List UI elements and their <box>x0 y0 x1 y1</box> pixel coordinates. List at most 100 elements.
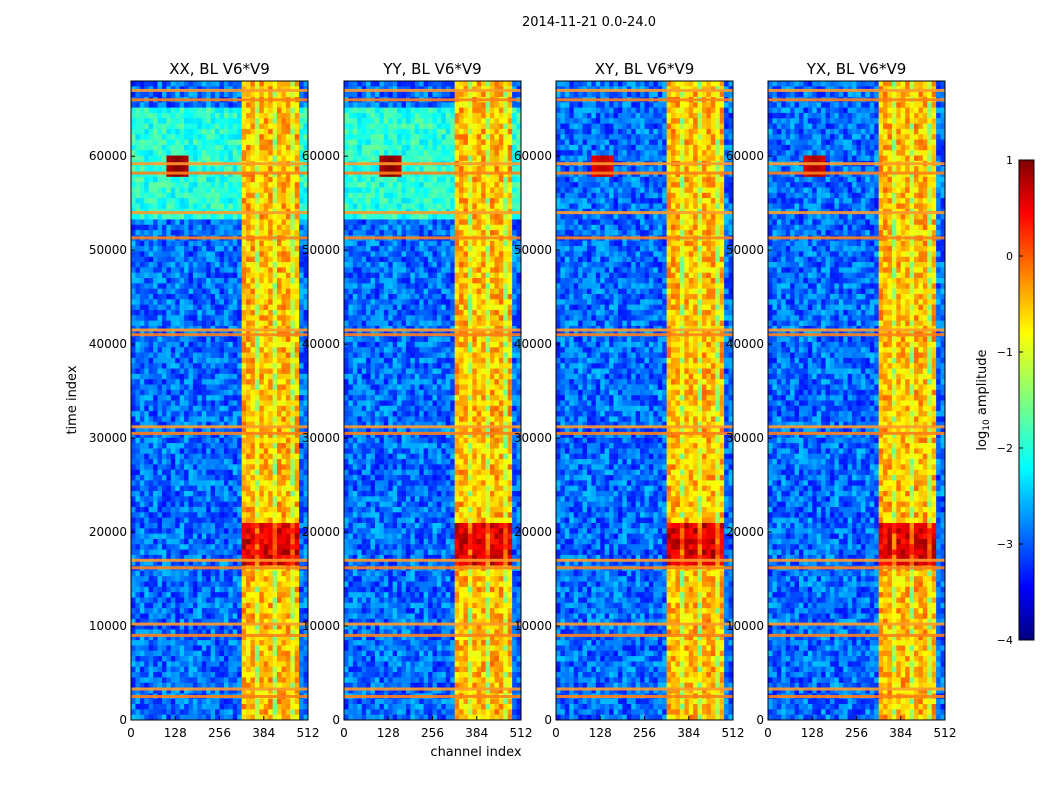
heatmap-cell <box>273 92 278 98</box>
heatmap-cell <box>246 118 251 124</box>
heatmap-cell <box>131 459 136 465</box>
heatmap-cell <box>193 454 198 460</box>
heatmap-cell <box>290 251 295 257</box>
heatmap-cell <box>158 241 163 247</box>
heatmap-cell <box>149 390 154 396</box>
heatmap-cell <box>250 92 255 98</box>
heatmap-cell <box>135 283 140 289</box>
heatmap-cell <box>189 219 194 225</box>
heatmap-cell <box>290 262 295 268</box>
heatmap-cell <box>250 140 255 146</box>
heatmap-cell <box>162 315 167 321</box>
heatmap-cell <box>166 401 171 407</box>
heatmap-cell <box>202 369 207 375</box>
heatmap-cell <box>189 443 194 449</box>
heatmap-cell <box>197 475 202 481</box>
heatmap-cell <box>189 102 194 108</box>
heatmap-cell <box>215 438 220 444</box>
heatmap-cell <box>281 193 286 199</box>
heatmap-cell <box>202 257 207 263</box>
heatmap-cell <box>171 454 176 460</box>
heatmap-cell <box>228 353 233 359</box>
heatmap-cell <box>175 395 180 401</box>
heatmap-cell <box>255 379 260 385</box>
heatmap-cell <box>162 459 167 465</box>
heatmap-cell <box>140 129 145 135</box>
heatmap-cell <box>175 496 180 502</box>
heatmap-cell <box>295 406 300 412</box>
heatmap-cell <box>228 124 233 130</box>
heatmap-cell <box>295 203 300 209</box>
heatmap-cell <box>228 406 233 412</box>
heatmap-cell <box>193 182 198 188</box>
heatmap-cell <box>131 108 136 114</box>
heatmap-cell <box>197 251 202 257</box>
heatmap-cell <box>286 188 291 194</box>
heatmap-cell <box>131 267 136 273</box>
heatmap-cell <box>273 299 278 305</box>
heatmap-cell <box>286 411 291 417</box>
heatmap-cell <box>175 448 180 454</box>
heatmap-cell <box>295 145 300 151</box>
heatmap-cell <box>277 283 282 289</box>
heatmap-cell <box>197 81 202 87</box>
heatmap-cell <box>281 182 286 188</box>
heatmap-cell <box>233 337 238 343</box>
heatmap-cell <box>144 145 149 151</box>
heatmap-cell <box>166 198 171 204</box>
heatmap-cell <box>242 134 247 140</box>
heatmap-cell <box>131 273 136 279</box>
heatmap-cell <box>206 102 211 108</box>
heatmap-cell <box>149 81 154 87</box>
heatmap-cell <box>211 108 216 114</box>
heatmap-cell <box>295 305 300 311</box>
heatmap-cell <box>180 198 185 204</box>
heatmap-cell <box>290 273 295 279</box>
heatmap-cell <box>228 385 233 391</box>
heatmap-cell <box>153 102 158 108</box>
heatmap-cell <box>144 177 149 183</box>
heatmap-cell <box>153 294 158 300</box>
heatmap-cell <box>175 283 180 289</box>
heatmap-cell <box>202 385 207 391</box>
heatmap-cell <box>197 182 202 188</box>
heatmap-cell <box>242 337 247 343</box>
heatmap-cell <box>264 342 269 348</box>
heatmap-cell <box>180 289 185 295</box>
heatmap-cell <box>286 182 291 188</box>
heatmap-cell <box>180 283 185 289</box>
heatmap-cell <box>206 219 211 225</box>
heatmap-cell <box>286 113 291 119</box>
heatmap-cell <box>211 310 216 316</box>
heatmap-cell <box>135 315 140 321</box>
heatmap-cell <box>286 134 291 140</box>
heatmap-cell <box>268 267 273 273</box>
heatmap-cell <box>228 177 233 183</box>
heatmap-cell <box>184 486 189 492</box>
heatmap-cell <box>233 315 238 321</box>
heatmap-cell <box>264 315 269 321</box>
heatmap-cell <box>290 188 295 194</box>
heatmap-cell <box>268 251 273 257</box>
heatmap-cell <box>273 390 278 396</box>
heatmap-cell <box>264 156 269 162</box>
heatmap-cell <box>295 401 300 407</box>
heatmap-cell <box>153 379 158 385</box>
heatmap-cell <box>184 305 189 311</box>
heatmap-cell <box>242 305 247 311</box>
heatmap-cell <box>250 321 255 327</box>
heatmap-cell <box>228 150 233 156</box>
heatmap-cell <box>184 369 189 375</box>
heatmap-cell <box>281 278 286 284</box>
heatmap-cell <box>299 225 304 231</box>
heatmap-cell <box>268 108 273 114</box>
heatmap-cell <box>295 374 300 380</box>
heatmap-cell <box>184 166 189 172</box>
heatmap-cell <box>140 182 145 188</box>
heatmap-cell <box>215 113 220 119</box>
heatmap-cell <box>264 475 269 481</box>
heatmap-cell <box>197 507 202 513</box>
heatmap-cell <box>180 92 185 98</box>
heatmap-cell <box>175 134 180 140</box>
heatmap-cell <box>224 454 229 460</box>
